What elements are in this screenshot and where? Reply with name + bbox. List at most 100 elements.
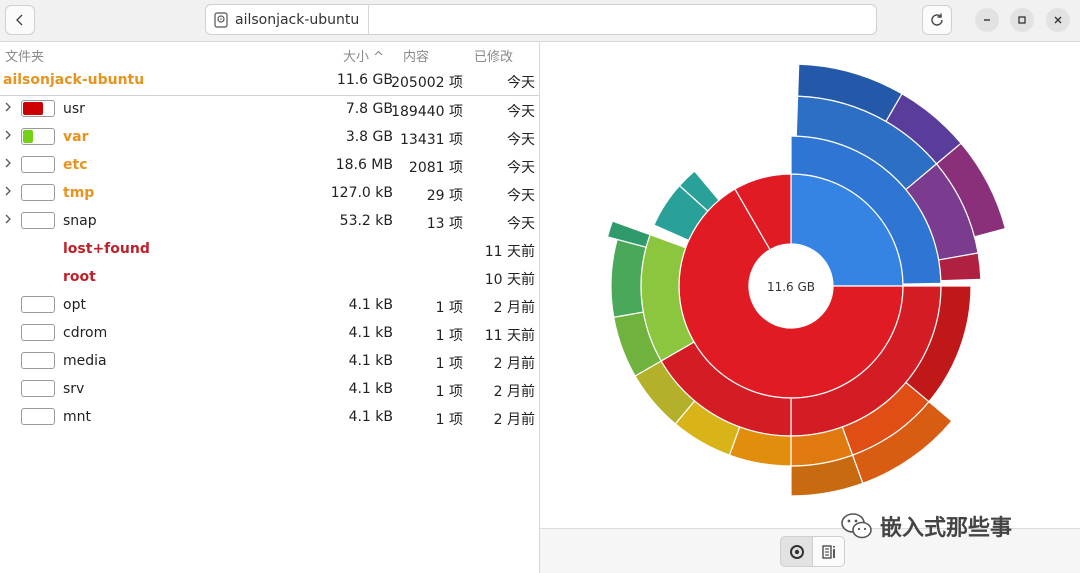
- folder-contents: 1 项: [435, 356, 463, 372]
- column-size[interactable]: 大小 ^: [343, 46, 384, 65]
- usage-bar: [21, 324, 55, 341]
- folder-name: mnt: [63, 409, 91, 425]
- folder-modified: 2 月前: [493, 412, 535, 428]
- folder-modified: 2 月前: [493, 384, 535, 400]
- folder-name: media: [63, 353, 107, 369]
- expander-icon[interactable]: [4, 129, 12, 145]
- reload-button[interactable]: [922, 5, 952, 35]
- root-modified: 今天: [507, 75, 535, 91]
- column-modified[interactable]: 已修改: [474, 50, 514, 65]
- minimize-icon: [984, 19, 990, 21]
- usage-bar: [21, 156, 55, 173]
- back-button[interactable]: [5, 5, 35, 35]
- folder-contents: 13 项: [426, 216, 463, 232]
- folder-row[interactable]: root 10 天前: [0, 263, 540, 291]
- rings-chart-icon: [789, 544, 804, 559]
- folder-row[interactable]: var 3.8 GB 13431 项 今天: [0, 123, 540, 151]
- usage-bar: [21, 128, 55, 145]
- usage-bar: [21, 100, 55, 117]
- treemap-view-button[interactable]: [812, 536, 845, 567]
- folder-name: tmp: [63, 185, 95, 201]
- folder-row[interactable]: opt 4.1 kB 1 项 2 月前: [0, 291, 540, 319]
- usage-bar: [21, 352, 55, 369]
- folder-contents: 2081 项: [408, 160, 463, 176]
- folder-contents: 1 项: [435, 384, 463, 400]
- folder-size: 4.1 kB: [348, 325, 393, 341]
- rings-chart[interactable]: 11.6 GB: [540, 42, 1080, 528]
- folder-row[interactable]: snap 53.2 kB 13 项 今天: [0, 207, 540, 235]
- folder-contents: 1 项: [435, 328, 463, 344]
- folder-contents: 29 项: [426, 188, 463, 204]
- ring-segment[interactable]: [606, 220, 651, 248]
- folder-row[interactable]: cdrom 4.1 kB 1 项 11 天前: [0, 319, 540, 347]
- folder-contents: 189440 项: [391, 104, 463, 120]
- folder-modified: 今天: [507, 104, 535, 120]
- folder-size: 127.0 kB: [330, 185, 393, 201]
- expander-icon[interactable]: [4, 185, 12, 201]
- folder-name: srv: [63, 381, 85, 397]
- folder-size: 3.8 GB: [345, 129, 393, 145]
- view-switcher-bar: [540, 528, 1080, 573]
- ring-segment[interactable]: [938, 252, 982, 282]
- folder-modified: 今天: [507, 160, 535, 176]
- folder-modified: 2 月前: [493, 356, 535, 372]
- location-bar: ailsonjack-ubuntu: [205, 4, 877, 35]
- folder-name: lost+found: [63, 241, 150, 257]
- folder-name: cdrom: [63, 325, 108, 341]
- root-size: 11.6 GB: [336, 72, 393, 88]
- ring-segment[interactable]: [935, 142, 1007, 238]
- folder-name: etc: [63, 157, 88, 173]
- folder-modified: 今天: [507, 216, 535, 232]
- folder-list: 文件夹 大小 ^ 内容 已修改 ailsonjack-ubuntu 11.6 G…: [0, 42, 540, 573]
- folder-contents: 13431 项: [400, 132, 463, 148]
- folder-modified: 今天: [507, 188, 535, 204]
- root-row[interactable]: ailsonjack-ubuntu 11.6 GB 205002 项 今天: [0, 66, 540, 96]
- folder-row[interactable]: mnt 4.1 kB 1 项 2 月前: [0, 403, 540, 431]
- folder-row[interactable]: lost+found 11 天前: [0, 235, 540, 263]
- chart-area: 11.6 GB: [540, 42, 1080, 528]
- maximize-icon: [1018, 16, 1026, 24]
- folder-row[interactable]: srv 4.1 kB 1 项 2 月前: [0, 375, 540, 403]
- folder-name: usr: [63, 101, 85, 117]
- column-name[interactable]: 文件夹: [5, 50, 45, 65]
- folder-modified: 今天: [507, 132, 535, 148]
- treemap-chart-icon: [821, 544, 835, 559]
- folder-row[interactable]: etc 18.6 MB 2081 项 今天: [0, 151, 540, 179]
- expander-icon[interactable]: [4, 157, 12, 173]
- folder-contents: 1 项: [435, 412, 463, 428]
- header-bar: ailsonjack-ubuntu: [0, 0, 1080, 42]
- folder-row[interactable]: tmp 127.0 kB 29 项 今天: [0, 179, 540, 207]
- disk-icon: [214, 11, 228, 28]
- folder-row[interactable]: usr 7.8 GB 189440 项 今天: [0, 95, 540, 123]
- location-label: ailsonjack-ubuntu: [235, 11, 360, 28]
- expander-icon[interactable]: [4, 101, 12, 117]
- folder-name: root: [63, 269, 96, 285]
- folder-name: opt: [63, 297, 86, 313]
- rings-view-button[interactable]: [780, 536, 813, 567]
- location-button[interactable]: ailsonjack-ubuntu: [206, 5, 370, 34]
- pane-divider[interactable]: [539, 42, 540, 573]
- usage-bar: [21, 296, 55, 313]
- folder-modified: 11 天前: [484, 328, 535, 344]
- reload-icon: [931, 13, 943, 26]
- folder-contents: 1 项: [435, 300, 463, 316]
- folder-size: 18.6 MB: [335, 157, 393, 173]
- expander-icon[interactable]: [4, 213, 12, 229]
- close-button[interactable]: [1046, 8, 1070, 32]
- column-contents[interactable]: 内容: [403, 50, 430, 65]
- ring-segment[interactable]: [678, 170, 720, 212]
- column-size-label: 大小: [343, 50, 370, 65]
- folder-size: 4.1 kB: [348, 353, 393, 369]
- center-size-label: 11.6 GB: [767, 280, 815, 294]
- ring-segment[interactable]: [790, 454, 864, 497]
- usage-bar: [21, 380, 55, 397]
- folder-size: 4.1 kB: [348, 409, 393, 425]
- folder-size: 4.1 kB: [348, 297, 393, 313]
- minimize-button[interactable]: [975, 8, 999, 32]
- maximize-button[interactable]: [1010, 8, 1034, 32]
- folder-row[interactable]: media 4.1 kB 1 项 2 月前: [0, 347, 540, 375]
- usage-bar: [21, 184, 55, 201]
- ring-segment[interactable]: [610, 238, 647, 318]
- folder-size: 4.1 kB: [348, 381, 393, 397]
- watermark: 嵌入式那些事: [840, 509, 1012, 543]
